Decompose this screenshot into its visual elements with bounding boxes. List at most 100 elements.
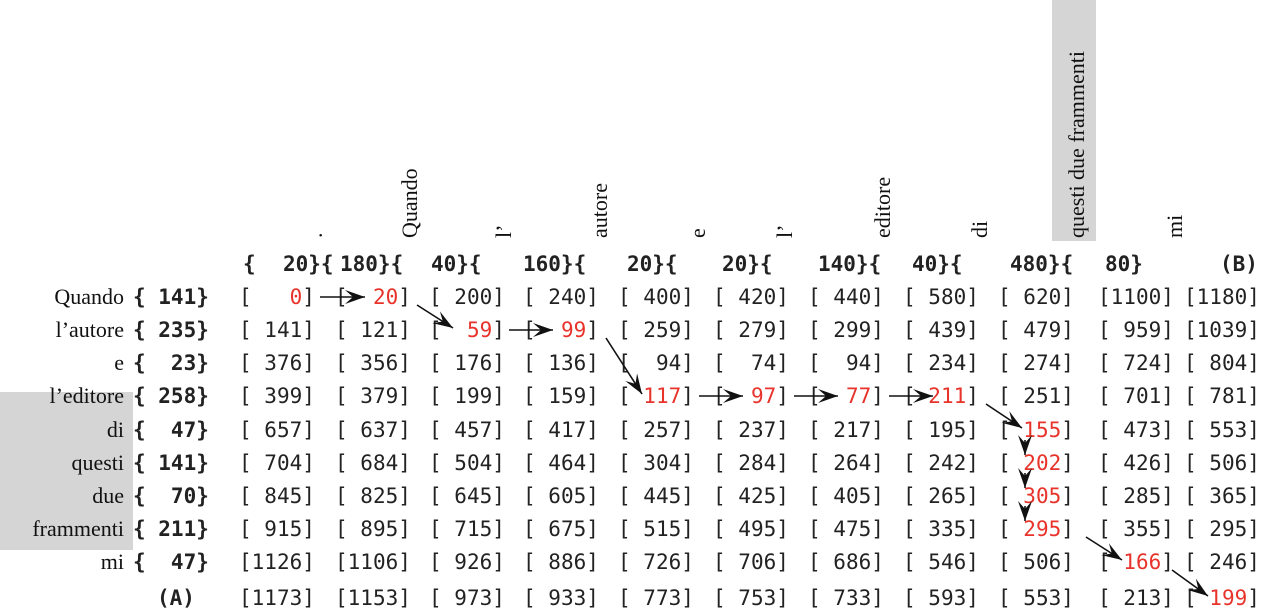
matrix-cell: [ 933] [523,588,599,608]
cell-value: 425 [725,484,777,508]
matrix-cell: [ 886] [523,552,599,573]
cell-value: 495 [725,517,777,541]
cell-bracket-close: ] [871,285,884,309]
cell-bracket-open: [ [429,517,442,541]
matrix-cell: [ 117] [618,386,694,407]
matrix-cell: [ 773] [618,588,694,608]
cell-bracket-open: [ [523,418,536,442]
cell-value: 973 [441,586,493,608]
cell-bracket-open: [ [998,451,1011,475]
cell-value: 475 [820,517,872,541]
column-weight: (B) [1220,252,1258,276]
matrix-cell: [ 580] [903,287,979,308]
cell-bracket-open: [ [998,351,1011,375]
cell-value: 675 [535,517,587,541]
matrix-cell: [ 379] [335,386,411,407]
cell-bracket-open: [ [998,586,1011,608]
matrix-cell: [ 553] [1184,420,1260,441]
matrix-cell: [ 475] [808,519,884,540]
matrix-cell: [1126] [239,552,315,573]
row-weight: { 141} [133,451,209,475]
cell-value: 166 [1110,550,1162,574]
cell-value: 726 [630,550,682,574]
cell-value: 804 [1196,351,1248,375]
cell-bracket-open: [ [1098,451,1111,475]
cell-bracket-close: ] [1247,484,1260,508]
matrix-cell: [ 304] [618,453,694,474]
cell-bracket-open: [ [239,484,252,508]
matrix-cell: [ 264] [808,453,884,474]
cell-bracket-close: ] [398,318,411,342]
cell-bracket-close: ] [681,484,694,508]
cell-value: 420 [725,285,777,309]
cell-bracket-open: [ [1184,586,1197,608]
cell-value: 285 [1110,484,1162,508]
cell-bracket-close: ] [302,285,315,309]
cell-bracket-close: ] [681,384,694,408]
cell-value: 200 [441,285,493,309]
cell-value: 240 [535,285,587,309]
cell-value: 915 [251,517,303,541]
column-weight: 180}{ [340,252,404,276]
cell-value: 753 [725,586,777,608]
matrix-cell: [ 645] [429,486,505,507]
cell-bracket-close: ] [302,550,315,574]
cell-bracket-close: ] [586,384,599,408]
cell-bracket-close: ] [1061,351,1074,375]
matrix-cell: [ 704] [239,453,315,474]
matrix-cell: [ 620] [998,287,1074,308]
cell-value: 440 [820,285,872,309]
cell-value: 553 [1196,418,1248,442]
cell-bracket-close: ] [1061,318,1074,342]
cell-bracket-open: [ [713,517,726,541]
cell-bracket-open: [ [903,351,916,375]
cell-bracket-close: ] [776,285,789,309]
row-weight: { 235} [133,318,209,342]
cell-bracket-open: [ [239,517,252,541]
cell-bracket-close: ] [681,285,694,309]
cell-value: 117 [630,384,682,408]
matrix-cell: [ 706] [713,552,789,573]
cell-bracket-open: [ [1184,351,1197,375]
cell-value: 637 [347,418,399,442]
row-label: frammenti [32,516,124,541]
cell-bracket-open: [ [903,318,916,342]
matrix-cell: [ 439] [903,320,979,341]
cell-value: 895 [347,517,399,541]
cell-value: 546 [915,550,967,574]
cell-bracket-close: ] [398,418,411,442]
matrix-cell: [ 405] [808,486,884,507]
cell-bracket-close: ] [681,550,694,574]
matrix-cell: [ 895] [335,519,411,540]
column-weight: 160}{ [523,252,587,276]
cell-bracket-open: [ [335,451,348,475]
cell-bracket-open: [ [335,384,348,408]
row-label: di [106,417,124,442]
cell-value: 1100 [1110,285,1162,309]
cell-bracket-open: [ [429,285,442,309]
cell-bracket-close: ] [1161,384,1174,408]
cell-bracket-open: [ [1098,285,1111,309]
cell-bracket-close: ] [492,484,505,508]
matrix-cell: [ 257] [618,420,694,441]
cell-bracket-close: ] [966,384,979,408]
cell-bracket-close: ] [1247,451,1260,475]
matrix-cell: [ 279] [713,320,789,341]
cell-bracket-open: [ [239,550,252,574]
matrix-cell: [ 94] [808,353,884,374]
cell-value: 1173 [251,586,303,608]
cell-bracket-close: ] [776,586,789,608]
cell-bracket-close: ] [1247,351,1260,375]
row-label: questi [71,450,124,475]
cell-bracket-open: [ [335,550,348,574]
matrix-cell: [ 199] [1184,588,1260,608]
matrix-cell: [ 781] [1184,386,1260,407]
matrix-cell: [ 605] [523,486,599,507]
cell-bracket-close: ] [871,517,884,541]
matrix-cell: [ 546] [903,552,979,573]
cell-value: 473 [1110,418,1162,442]
cell-bracket-open: [ [1098,550,1111,574]
cell-bracket-open: [ [618,451,631,475]
matrix-cell: [ 715] [429,519,505,540]
cell-bracket-close: ] [871,318,884,342]
